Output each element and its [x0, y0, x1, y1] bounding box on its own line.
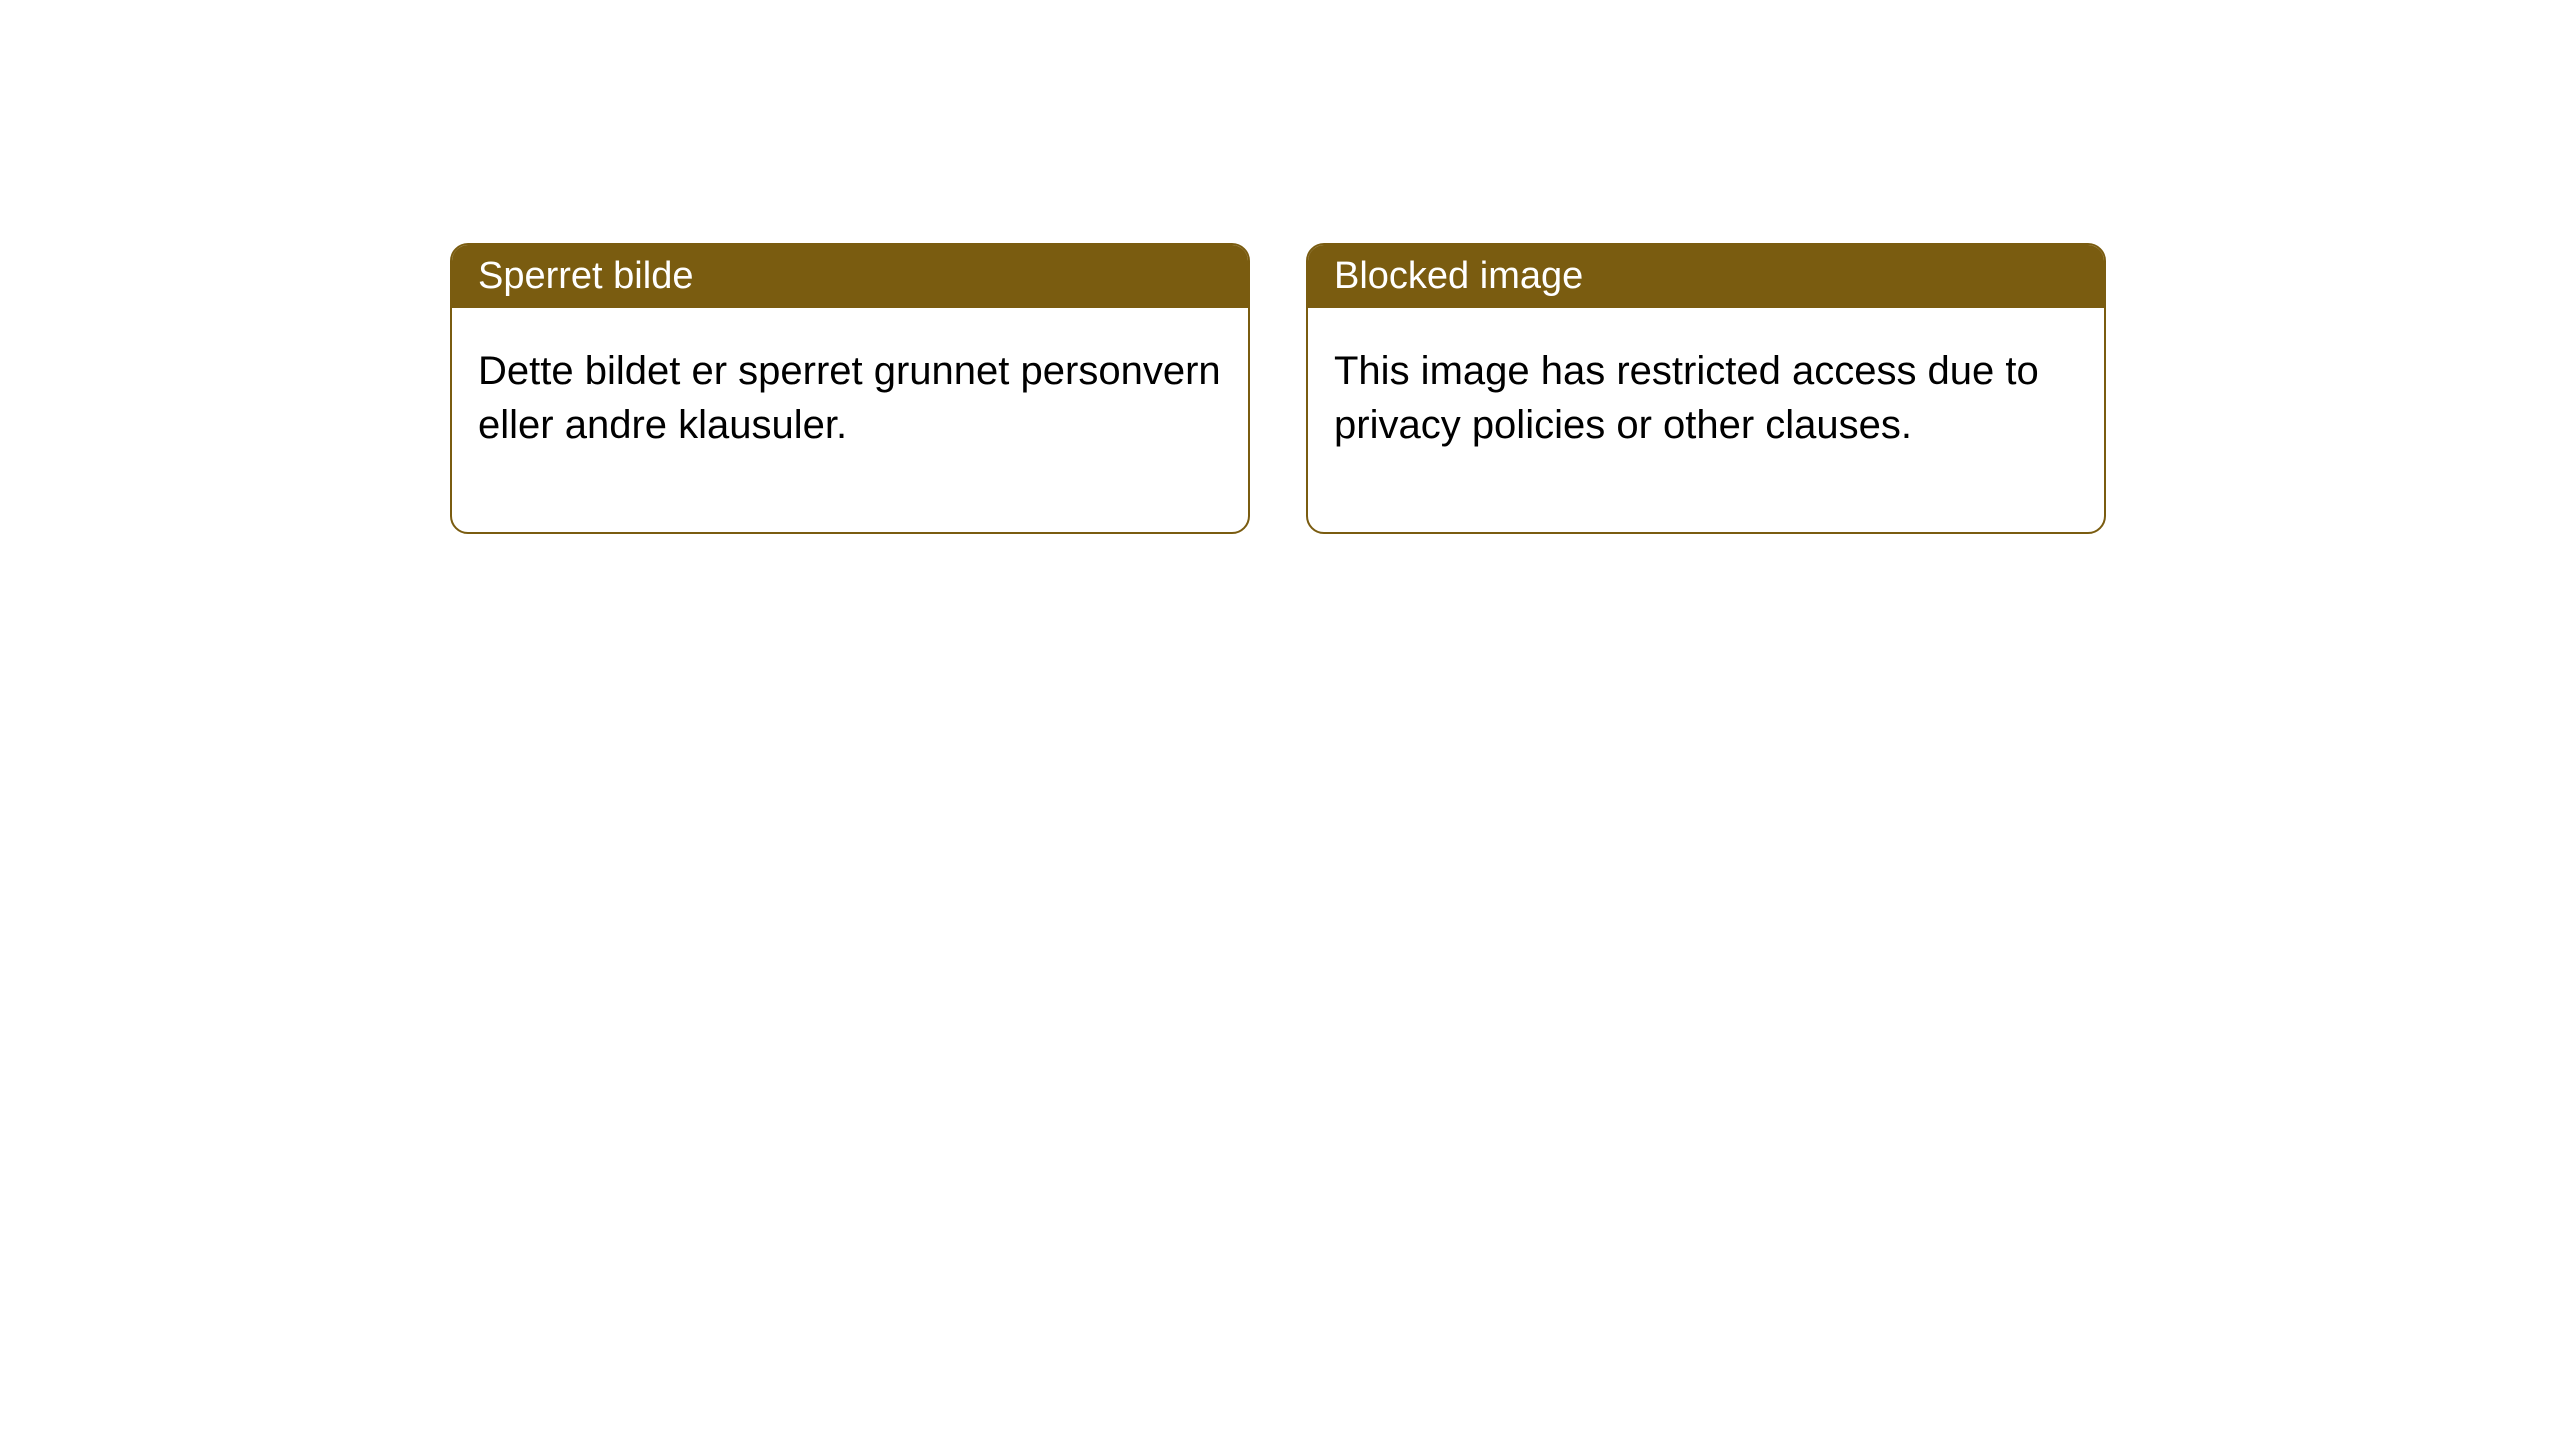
notice-card-message: This image has restricted access due to …	[1334, 349, 2039, 447]
notice-container: Sperret bilde Dette bildet er sperret gr…	[0, 0, 2560, 534]
notice-card-body: This image has restricted access due to …	[1308, 308, 2104, 532]
notice-card-message: Dette bildet er sperret grunnet personve…	[478, 349, 1221, 447]
notice-card-norwegian: Sperret bilde Dette bildet er sperret gr…	[450, 243, 1250, 534]
notice-card-title: Sperret bilde	[478, 255, 693, 297]
notice-card-body: Dette bildet er sperret grunnet personve…	[452, 308, 1248, 532]
notice-card-header: Sperret bilde	[452, 245, 1248, 308]
notice-card-header: Blocked image	[1308, 245, 2104, 308]
notice-card-title: Blocked image	[1334, 255, 1583, 297]
notice-card-english: Blocked image This image has restricted …	[1306, 243, 2106, 534]
